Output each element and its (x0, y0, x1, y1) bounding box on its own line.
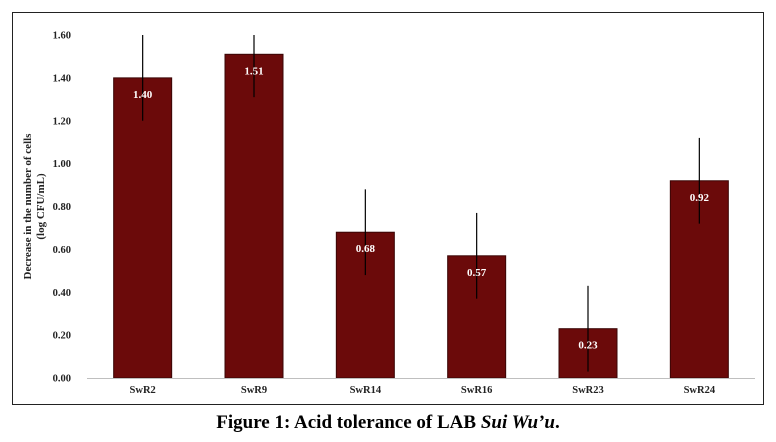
y-tick-label: 0.20 (53, 331, 71, 342)
data-label: 1.40 (133, 89, 153, 101)
data-label: 1.51 (244, 65, 263, 77)
bar-chart: 0.00 0.20 0.40 0.60 0.80 1.00 1.20 1.40 1.60 1.4… (22, 31, 755, 396)
y-axis-label-units: (log CFU/mL) (35, 173, 47, 240)
chart-frame: 0.00 0.20 0.40 0.60 0.80 1.00 1.20 1.40 1.60 1.4… (12, 12, 764, 405)
x-tick-label: SwR9 (241, 385, 267, 396)
data-label: 0.57 (467, 267, 487, 279)
figure-caption: Figure 1: Acid tolerance of LAB Sui Wu’u… (0, 412, 776, 434)
data-label: 0.23 (578, 340, 598, 352)
bar-swr9 (224, 53, 284, 379)
x-tick-label: SwR16 (461, 385, 493, 396)
y-tick-label: 0.80 (53, 202, 71, 213)
bars: 1.40 1.51 0.68 0.57 0.23 0.92 (113, 35, 729, 379)
y-tick-label: 0.00 (53, 374, 71, 385)
y-tick-label: 1.00 (53, 159, 71, 170)
x-axis: SwR2 SwR9 SwR14 SwR16 SwR23 SwR24 (87, 378, 755, 396)
x-tick-label: SwR2 (130, 385, 156, 396)
caption-end: . (554, 412, 560, 433)
data-label: 0.68 (356, 243, 376, 255)
y-tick-label: 0.40 (53, 288, 71, 299)
y-tick-label: 0.60 (53, 245, 71, 256)
y-tick-label: 1.60 (53, 31, 71, 42)
x-tick-label: SwR23 (572, 385, 604, 396)
bar-swr2 (113, 77, 173, 379)
caption-main: Figure 1: Acid tolerance of LAB (216, 412, 481, 433)
x-tick-label: SwR14 (350, 385, 382, 396)
x-tick-label: SwR24 (684, 385, 716, 396)
y-tick-label: 1.20 (53, 116, 71, 127)
y-tick-label: 1.40 (53, 73, 71, 84)
caption-italic: Sui Wu’u (480, 412, 555, 433)
y-axis-label: Decrease in the number of cells (22, 133, 34, 280)
data-label: 0.92 (690, 192, 710, 204)
y-axis: 0.00 0.20 0.40 0.60 0.80 1.00 1.20 1.40 1.60 (53, 31, 71, 385)
